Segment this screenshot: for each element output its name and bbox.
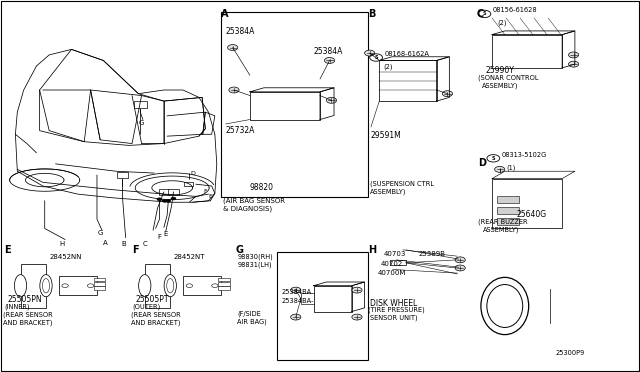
Circle shape [162,199,167,202]
Circle shape [352,287,362,293]
Ellipse shape [14,275,27,297]
Ellipse shape [40,275,52,297]
FancyBboxPatch shape [497,196,520,203]
Text: 40703: 40703 [384,251,406,257]
Text: DISK WHEEL: DISK WHEEL [370,299,417,308]
Text: 98831(LH): 98831(LH) [237,261,272,268]
FancyBboxPatch shape [218,282,230,286]
Circle shape [365,50,375,56]
Bar [168,189,179,195]
Text: 25300P9: 25300P9 [556,350,585,356]
Text: AIR BAG): AIR BAG) [237,319,267,326]
FancyBboxPatch shape [145,263,170,308]
Text: F: F [157,234,161,240]
Text: (TIRE PRESSURE): (TIRE PRESSURE) [369,307,425,313]
Text: E: E [209,194,212,199]
Circle shape [495,166,505,172]
FancyBboxPatch shape [492,179,562,228]
Text: (REAR SENSOR: (REAR SENSOR [3,311,53,318]
Ellipse shape [42,279,49,293]
Text: (OUTER): (OUTER) [132,303,160,310]
Ellipse shape [487,285,523,327]
Text: A: A [103,240,108,246]
FancyBboxPatch shape [301,293,314,304]
Text: B: B [368,9,375,19]
Text: (SONAR CONTROL: (SONAR CONTROL [478,75,538,81]
Text: E: E [164,231,168,237]
Text: S: S [483,12,486,16]
Bar [116,171,128,178]
FancyBboxPatch shape [59,276,97,295]
Text: E: E [4,245,11,255]
Circle shape [157,198,162,201]
Text: (AIR BAG SENSOR: (AIR BAG SENSOR [223,197,285,203]
FancyBboxPatch shape [183,276,221,295]
Text: 25505PN: 25505PN [8,295,42,304]
FancyBboxPatch shape [380,61,436,101]
Circle shape [568,61,579,67]
Text: F: F [132,245,139,255]
Text: 29591M: 29591M [371,131,402,140]
Text: 25384BA: 25384BA [282,289,312,295]
FancyBboxPatch shape [497,218,520,225]
Text: (SUSPENSION CTRL: (SUSPENSION CTRL [370,180,434,187]
Text: ASSEMBLY): ASSEMBLY) [483,227,520,233]
Text: 25505PT: 25505PT [135,295,169,304]
Circle shape [326,97,337,103]
Text: (REAR SENSOR: (REAR SENSOR [131,311,180,318]
FancyBboxPatch shape [94,282,105,286]
Circle shape [324,58,335,63]
Circle shape [455,265,465,271]
FancyBboxPatch shape [221,13,368,197]
Text: ASSEMBLY): ASSEMBLY) [370,189,406,195]
FancyBboxPatch shape [20,263,46,308]
Text: 25389B: 25389B [419,251,446,257]
FancyBboxPatch shape [94,278,105,281]
Text: C: C [142,241,147,247]
FancyBboxPatch shape [94,286,105,290]
Text: (2): (2) [384,63,393,70]
Text: AND BRACKET): AND BRACKET) [131,319,180,326]
Bar [134,101,147,109]
Text: S: S [492,156,495,161]
Text: G: G [97,230,103,236]
Text: (F/SIDE: (F/SIDE [237,311,261,317]
FancyBboxPatch shape [314,286,352,311]
Text: C: C [476,9,483,19]
Text: H: H [60,241,65,247]
Circle shape [455,257,465,263]
Ellipse shape [164,275,177,297]
Bar [159,189,169,195]
Circle shape [166,199,171,202]
FancyBboxPatch shape [492,35,562,68]
Text: 28452NT: 28452NT [173,254,205,260]
Bar [184,182,193,186]
Text: 25384A: 25384A [226,27,255,36]
FancyBboxPatch shape [250,92,320,119]
Text: (REAR BUZZER: (REAR BUZZER [478,218,527,225]
FancyBboxPatch shape [390,260,406,265]
Text: 98820: 98820 [250,183,273,192]
FancyBboxPatch shape [276,253,368,359]
Text: 25640G: 25640G [516,210,547,219]
Circle shape [228,45,238,51]
Text: 25384A: 25384A [314,47,343,56]
Ellipse shape [139,275,151,297]
Text: H: H [368,245,376,255]
Text: G: G [236,245,244,255]
Text: 08168-6162A: 08168-6162A [385,51,429,57]
Circle shape [568,52,579,58]
Circle shape [229,87,239,93]
Text: 08313-5102G: 08313-5102G [502,152,547,158]
Circle shape [352,314,362,320]
Text: (2): (2) [497,19,507,26]
Text: 25732A: 25732A [226,126,255,135]
Text: D: D [478,158,486,168]
Circle shape [171,197,176,200]
Text: 25384BA-: 25384BA- [282,298,314,304]
Text: D: D [190,171,195,176]
Text: 28452NN: 28452NN [49,254,82,260]
Text: SENSOR UNIT): SENSOR UNIT) [370,315,417,321]
Text: (1): (1) [507,164,516,171]
